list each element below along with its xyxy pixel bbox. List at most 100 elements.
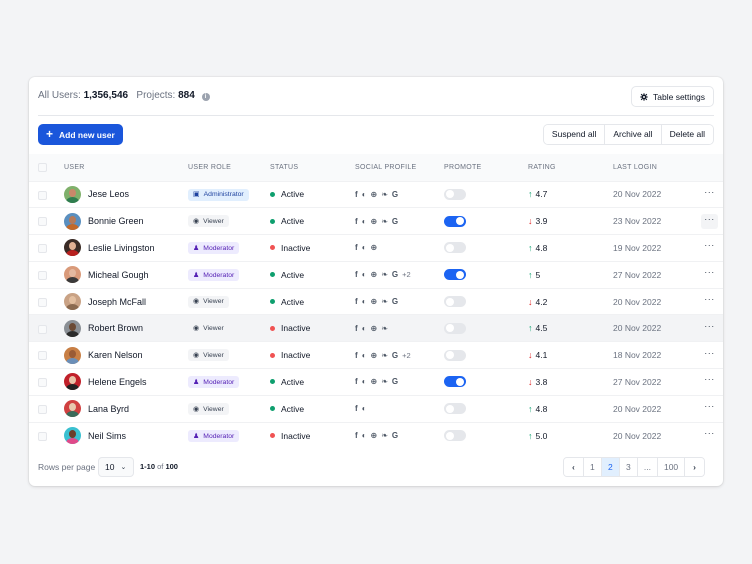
github-icon[interactable]: ◐ xyxy=(361,404,367,414)
delete-all-button[interactable]: Delete all xyxy=(661,125,713,144)
user-name[interactable]: Robert Brown xyxy=(88,323,144,334)
promote-toggle[interactable] xyxy=(444,215,466,227)
github-icon[interactable]: ◐ xyxy=(361,323,367,333)
twitter-icon[interactable]: ❧ xyxy=(381,377,388,387)
google-icon[interactable]: G xyxy=(391,216,399,226)
user-name[interactable]: Leslie Livingston xyxy=(88,242,155,253)
facebook-icon[interactable]: f xyxy=(355,323,358,333)
user-name[interactable]: Neil Sims xyxy=(88,430,127,441)
table-row[interactable]: Micheal Gough ♟ Moderator Active f ◐ ⊕ ❧ G +2… xyxy=(29,261,723,288)
twitter-icon[interactable]: ❧ xyxy=(381,216,388,226)
row-actions-button[interactable]: ··· xyxy=(701,213,718,229)
facebook-icon[interactable]: f xyxy=(355,431,358,441)
twitter-icon[interactable]: ❧ xyxy=(381,270,388,280)
row-checkbox[interactable] xyxy=(38,244,47,254)
table-row[interactable]: Jese Leos ▣ Administrator Active f ◐ ⊕ ❧ G ↑… xyxy=(29,181,723,208)
dribbble-icon[interactable]: ⊕ xyxy=(370,243,378,253)
user-name[interactable]: Helene Engels xyxy=(88,376,147,387)
row-checkbox[interactable] xyxy=(38,217,47,227)
facebook-icon[interactable]: f xyxy=(355,243,358,253)
google-icon[interactable]: G xyxy=(391,189,399,199)
promote-toggle[interactable] xyxy=(444,349,466,361)
github-icon[interactable]: ◐ xyxy=(361,431,367,441)
github-icon[interactable]: ◐ xyxy=(361,377,367,387)
table-row[interactable]: Neil Sims ♟ Moderator Inactive f ◐ ⊕ ❧ G ↑ 5… xyxy=(29,422,723,449)
user-name[interactable]: Karen Nelson xyxy=(88,350,143,361)
row-actions-button[interactable]: ··· xyxy=(701,321,718,336)
table-row[interactable]: Helene Engels ♟ Moderator Active f ◐ ⊕ ❧ G ↓… xyxy=(29,368,723,396)
twitter-icon[interactable]: ❧ xyxy=(381,350,388,360)
promote-toggle[interactable] xyxy=(444,430,466,442)
row-checkbox[interactable] xyxy=(38,297,47,307)
github-icon[interactable]: ◐ xyxy=(361,270,367,280)
promote-toggle[interactable] xyxy=(444,296,466,308)
twitter-icon[interactable]: ❧ xyxy=(381,189,388,199)
table-row[interactable]: Leslie Livingston ♟ Moderator Inactive f… xyxy=(29,234,723,262)
row-actions-button[interactable]: ··· xyxy=(701,240,718,255)
page-button-1[interactable]: 1 xyxy=(583,458,602,476)
row-checkbox[interactable] xyxy=(38,190,47,200)
promote-toggle[interactable] xyxy=(444,188,466,200)
user-name[interactable]: Joseph McFall xyxy=(88,296,147,307)
dribbble-icon[interactable]: ⊕ xyxy=(370,323,378,333)
previous-page-button[interactable]: ‹ xyxy=(564,458,584,476)
page-button-100[interactable]: 100 xyxy=(657,458,686,476)
github-icon[interactable]: ◐ xyxy=(361,216,367,226)
user-name[interactable]: Jese Leos xyxy=(88,189,130,200)
more-socials-count[interactable]: +2 xyxy=(402,270,411,280)
facebook-icon[interactable]: f xyxy=(355,350,358,360)
row-checkbox[interactable] xyxy=(38,324,47,334)
dribbble-icon[interactable]: ⊕ xyxy=(370,431,378,441)
dribbble-icon[interactable]: ⊕ xyxy=(370,270,378,280)
facebook-icon[interactable]: f xyxy=(355,189,358,199)
row-actions-button[interactable]: ··· xyxy=(701,348,718,363)
add-new-user-button[interactable]: + Add new user xyxy=(38,124,123,145)
row-actions-button[interactable]: ··· xyxy=(701,294,718,309)
promote-toggle[interactable] xyxy=(444,322,466,334)
page-button-2[interactable]: 2 xyxy=(601,458,620,476)
facebook-icon[interactable]: f xyxy=(355,270,358,280)
facebook-icon[interactable]: f xyxy=(355,216,358,226)
row-checkbox[interactable] xyxy=(38,404,47,414)
table-row[interactable]: Lana Byrd ◉ Viewer Active f ◐ ↑ 4.8 20 No… xyxy=(29,395,723,422)
table-row[interactable]: Robert Brown ◉ Viewer Inactive f ◐ ⊕ ❧ ↑ 4.… xyxy=(29,314,723,342)
dribbble-icon[interactable]: ⊕ xyxy=(370,377,378,387)
table-settings-button[interactable]: Table settings xyxy=(631,86,714,107)
row-actions-button[interactable]: ··· xyxy=(701,401,718,416)
table-row[interactable]: Bonnie Green ◉ Viewer Active f ◐ ⊕ ❧ G ↓ 3.9… xyxy=(29,207,723,235)
row-actions-button[interactable]: ··· xyxy=(701,428,718,443)
twitter-icon[interactable]: ❧ xyxy=(381,297,388,307)
next-page-button[interactable]: › xyxy=(685,458,704,476)
rows-per-page-select[interactable]: 10 ⌄ xyxy=(98,457,134,477)
table-row[interactable]: Karen Nelson ◉ Viewer Inactive f ◐ ⊕ ❧ G +2 ↓… xyxy=(29,341,723,369)
dribbble-icon[interactable]: ⊕ xyxy=(370,189,378,199)
github-icon[interactable]: ◐ xyxy=(361,297,367,307)
promote-toggle[interactable] xyxy=(444,269,466,281)
dribbble-icon[interactable]: ⊕ xyxy=(370,350,378,360)
google-icon[interactable]: G xyxy=(391,377,399,387)
google-icon[interactable]: G xyxy=(391,270,399,280)
user-name[interactable]: Lana Byrd xyxy=(88,403,130,414)
archive-all-button[interactable]: Archive all xyxy=(605,125,662,144)
twitter-icon[interactable]: ❧ xyxy=(381,323,388,333)
row-checkbox[interactable] xyxy=(38,378,47,388)
user-name[interactable]: Micheal Gough xyxy=(88,269,149,280)
facebook-icon[interactable]: f xyxy=(355,297,358,307)
page-button-3[interactable]: 3 xyxy=(619,458,638,476)
google-icon[interactable]: G xyxy=(391,297,399,307)
google-icon[interactable]: G xyxy=(391,431,399,441)
promote-toggle[interactable] xyxy=(444,376,466,388)
more-socials-count[interactable]: +2 xyxy=(402,350,411,360)
row-checkbox[interactable] xyxy=(38,351,47,361)
select-all-checkbox[interactable] xyxy=(38,162,47,172)
google-icon[interactable]: G xyxy=(391,350,399,360)
github-icon[interactable]: ◐ xyxy=(361,243,367,253)
github-icon[interactable]: ◐ xyxy=(361,350,367,360)
twitter-icon[interactable]: ❧ xyxy=(381,431,388,441)
user-name[interactable]: Bonnie Green xyxy=(88,216,144,227)
row-checkbox[interactable] xyxy=(38,270,47,280)
promote-toggle[interactable] xyxy=(444,242,466,254)
github-icon[interactable]: ◐ xyxy=(361,189,367,199)
facebook-icon[interactable]: f xyxy=(355,377,358,387)
row-actions-button[interactable]: ··· xyxy=(701,267,718,282)
